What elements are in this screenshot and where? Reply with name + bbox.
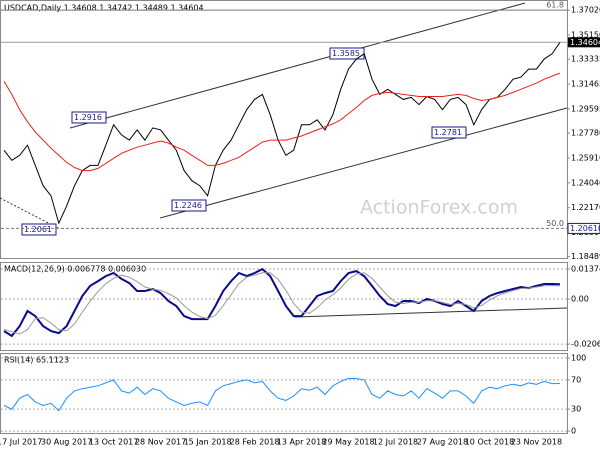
y-tick-label: 1.25910 bbox=[571, 153, 600, 162]
x-tick-label: 17 Jul 2017 bbox=[0, 438, 42, 447]
annotation: 1.2781 bbox=[434, 128, 462, 137]
y-tick-label: 30 bbox=[571, 405, 581, 414]
y-tick-label: -0.020652 bbox=[571, 340, 600, 349]
price-tag bbox=[568, 37, 600, 48]
x-tick-label: 27 Aug 2018 bbox=[417, 438, 468, 447]
y-tick-label: 100 bbox=[571, 354, 586, 363]
level-label: 50.0 bbox=[546, 219, 564, 228]
fib-line bbox=[0, 197, 59, 229]
channel-lower bbox=[159, 107, 568, 219]
x-tick-label: 10 Oct 2018 bbox=[465, 438, 514, 447]
watermark: ActionForex.com bbox=[360, 197, 518, 219]
series-line bbox=[3, 267, 560, 338]
label-box bbox=[71, 111, 107, 124]
x-tick-label: 30 Aug 2017 bbox=[41, 438, 92, 447]
y-tick-label: 1.22170 bbox=[571, 203, 600, 212]
x-tick-label: 12 Jul 2018 bbox=[373, 438, 418, 447]
annotation: 1.2246 bbox=[174, 201, 202, 210]
x-tick-label: 23 Nov 2018 bbox=[511, 438, 562, 447]
series-line bbox=[3, 378, 560, 412]
rsi-title: RSI(14) 65.1123 bbox=[4, 356, 69, 365]
macd-trendline bbox=[294, 307, 568, 318]
x-tick-label: 13 Apr 2018 bbox=[277, 438, 326, 447]
y-tick-label: 1.29595 bbox=[571, 104, 600, 113]
macd-panel bbox=[0, 262, 568, 351]
price-tag-label: 1.34604 bbox=[570, 38, 600, 47]
y-tick-label: 1.33335 bbox=[571, 55, 600, 64]
y-tick-label: 0 bbox=[571, 427, 576, 436]
price-panel bbox=[0, 0, 568, 259]
annotation: 1.2916 bbox=[74, 113, 102, 122]
y-tick-label: 70 bbox=[571, 375, 581, 384]
y-tick-label: 0.013745 bbox=[571, 265, 600, 274]
label-box bbox=[21, 223, 57, 236]
y-tick-label: 0.00 bbox=[571, 295, 589, 304]
annotations: 1.2916 1.3585 1.2246 1.2781 1.2061 bbox=[21, 47, 467, 236]
y-tick-label: 1.35150 bbox=[571, 31, 600, 40]
channel-upper bbox=[69, 2, 526, 129]
annotation: 1.3585 bbox=[332, 49, 360, 58]
x-tick-label: 29 May 2018 bbox=[322, 438, 374, 447]
y-tick-label: 1.27780 bbox=[571, 129, 600, 138]
x-tick-label: 28 Nov 2017 bbox=[135, 438, 186, 447]
x-tick-label: 28 Feb 2018 bbox=[230, 438, 280, 447]
annotation: 1.2061 bbox=[24, 225, 52, 234]
axis-tag-label: 1.20610 bbox=[570, 224, 600, 233]
macd-title: MACD(12,26,9) 0.006778 0.006030 bbox=[4, 265, 146, 274]
chart-title: USDCAD,Daily 1.34608 1.34742 1.34489 1.3… bbox=[4, 4, 204, 13]
y-tick-label: 1.18489 bbox=[571, 252, 600, 261]
y-tick-label: 1.24040 bbox=[571, 178, 600, 187]
y-tick-label: 1.31465 bbox=[571, 80, 600, 89]
y-tick-label: 1.37020 bbox=[571, 6, 600, 15]
label-box bbox=[431, 126, 467, 139]
rsi-panel bbox=[0, 353, 568, 434]
x-tick-label: 15 Jan 2018 bbox=[184, 438, 232, 447]
level-label: 61.8 bbox=[546, 1, 564, 10]
series-line bbox=[3, 272, 560, 335]
label-box bbox=[171, 199, 207, 212]
x-tick-label: 13 Oct 2017 bbox=[89, 438, 138, 447]
series-line bbox=[3, 72, 561, 172]
axis-tag bbox=[567, 222, 600, 234]
series-line bbox=[3, 42, 561, 225]
